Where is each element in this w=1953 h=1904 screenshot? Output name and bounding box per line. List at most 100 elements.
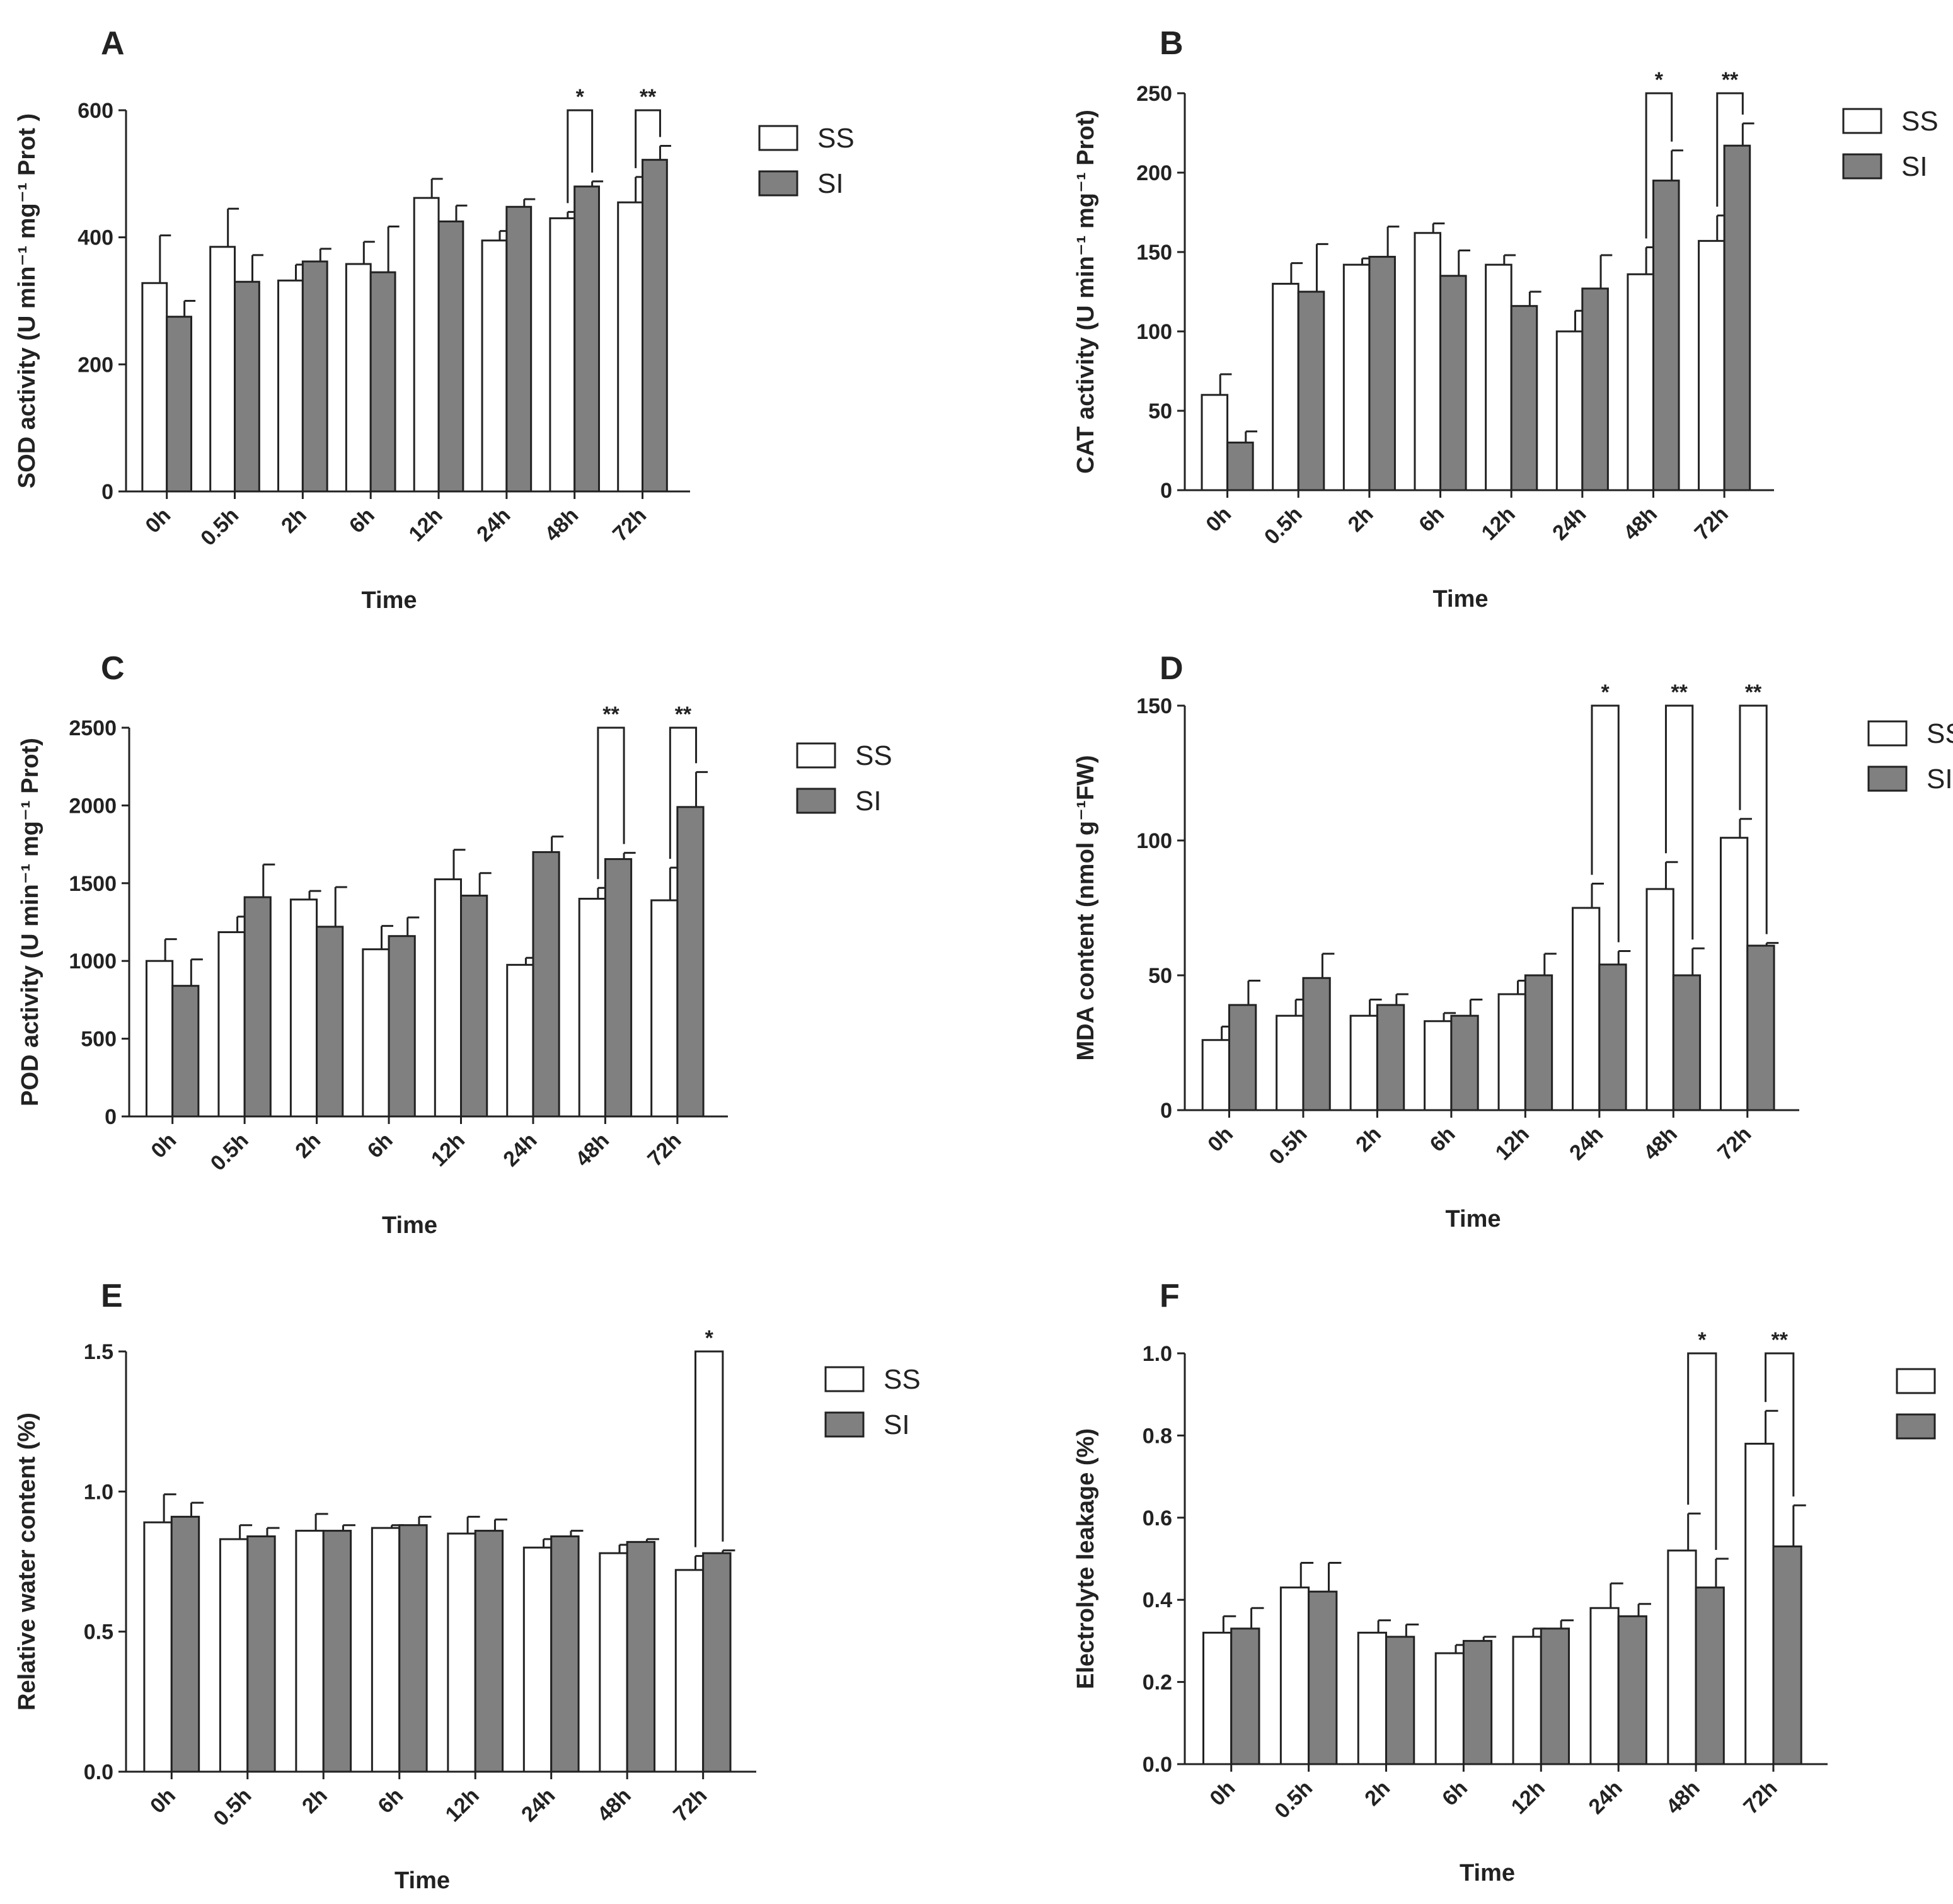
significance-label: ** — [1671, 680, 1688, 704]
bar-si — [1772, 1545, 1802, 1765]
significance-bracket — [597, 726, 625, 880]
bar-ss — [1276, 1014, 1305, 1111]
x-tick-label: 2h — [277, 503, 311, 538]
y-tick-label: 0.2 — [1143, 1671, 1172, 1695]
x-tick-label: 48h — [593, 1784, 636, 1827]
legend-label-ss: SS — [884, 1364, 921, 1395]
x-tick-label: 48h — [1639, 1122, 1682, 1165]
bar-ss — [143, 1521, 173, 1773]
x-axis-title: Time — [1445, 1206, 1501, 1232]
significance-bracket — [1716, 92, 1744, 207]
bar-si — [1540, 1627, 1570, 1765]
legend-swatch-si — [1896, 1413, 1936, 1440]
bar-si — [1723, 144, 1751, 491]
y-tick-label: 0 — [105, 1105, 117, 1129]
x-tick-label: 24h — [1584, 1776, 1627, 1819]
legend-label-ss: SS — [855, 740, 892, 771]
y-tick-label: 0.4 — [1143, 1588, 1172, 1612]
bar-si — [505, 205, 533, 493]
bar-si — [246, 1535, 276, 1773]
bar-ss — [1201, 1039, 1230, 1111]
legend-swatch-ss — [1896, 1368, 1936, 1394]
y-tick-label: 0 — [101, 480, 113, 504]
significance-bracket — [1591, 704, 1620, 943]
y-tick-label: 0.5 — [84, 1620, 113, 1644]
bar-si — [1228, 1004, 1257, 1111]
bar-ss — [277, 279, 304, 493]
bar-ss — [650, 899, 679, 1118]
legend-swatch-ss — [796, 742, 836, 769]
y-tick-label: 1.5 — [84, 1340, 113, 1364]
legend-swatch-si — [824, 1411, 865, 1438]
bar-ss — [447, 1532, 476, 1773]
x-tick-label: 2h — [1344, 502, 1378, 537]
x-tick-label: 12h — [1507, 1776, 1550, 1819]
bar-si — [1462, 1639, 1493, 1765]
x-tick-label: 72h — [1713, 1122, 1756, 1165]
x-tick-label: 6h — [345, 503, 379, 538]
significance-bracket — [1687, 1352, 1717, 1550]
significance-bracket — [669, 726, 698, 859]
y-axis-title: POD activity (U min⁻¹ mg⁻¹ Prot) — [17, 738, 43, 1106]
bar-si — [369, 271, 396, 493]
bar-ss — [481, 239, 508, 493]
bar-si — [1598, 963, 1627, 1111]
x-tick-label: 0.5h — [209, 1784, 256, 1831]
bar-ss — [1744, 1442, 1775, 1765]
x-tick-label: 2h — [1360, 1776, 1395, 1811]
bar-si — [702, 1552, 732, 1773]
bar-si — [166, 316, 193, 493]
x-tick-label: 24h — [472, 503, 515, 546]
legend-label-si: SI — [817, 168, 844, 199]
bar-si — [171, 985, 200, 1118]
x-tick-label: 0h — [1205, 1776, 1240, 1811]
panel-c: C 0 500 1000 1500 2000 2500 0h 0.5h 2h 6h 12h 24h 48h… — [17, 650, 892, 1239]
x-axis-title: Time — [395, 1867, 450, 1894]
y-tick-label: 1000 — [69, 949, 117, 973]
bar-ss — [1279, 1586, 1310, 1765]
bar-ss — [1414, 232, 1442, 491]
bar-ss — [141, 282, 168, 493]
bar-ss — [674, 1569, 705, 1773]
bar-ss — [434, 878, 463, 1118]
bar-ss — [1645, 888, 1674, 1111]
legend-swatch-si — [758, 170, 798, 197]
bar-si — [170, 1515, 200, 1773]
x-tick-label: 0.5h — [206, 1128, 253, 1176]
y-axis-title: Relative water content (%) — [14, 1413, 40, 1711]
panel-letter: B — [1160, 25, 1184, 62]
bar-si — [1510, 305, 1538, 491]
legend-label-si: SI — [1901, 151, 1928, 182]
y-axis-title: MDA content (nmol g⁻¹FW) — [1073, 755, 1099, 1060]
y-tick-label: 100 — [1136, 320, 1172, 344]
x-axis-title: Time — [1432, 586, 1488, 612]
legend-label-si: SI — [884, 1409, 910, 1440]
significance-label: ** — [602, 703, 619, 726]
significance-label: ** — [1771, 1328, 1788, 1352]
bar-si — [1226, 441, 1254, 491]
significance-label: * — [576, 85, 585, 109]
bar-si — [1746, 944, 1775, 1111]
x-tick-label: 0h — [141, 503, 175, 538]
x-tick-label: 24h — [1548, 502, 1591, 545]
bar-si — [398, 1524, 428, 1773]
bar-ss — [1719, 837, 1749, 1111]
bar-si — [437, 220, 464, 493]
bar-si — [1695, 1586, 1725, 1765]
x-tick-label: 0.5h — [1260, 502, 1307, 549]
bar-si — [626, 1540, 656, 1773]
bar-ss — [1357, 1631, 1388, 1765]
bar-si — [1617, 1615, 1647, 1765]
x-tick-label: 0h — [1203, 1122, 1238, 1157]
bar-si — [301, 260, 328, 493]
bar-si — [1450, 1014, 1479, 1111]
bar-si — [642, 159, 668, 493]
significance-bracket — [635, 109, 661, 168]
x-tick-label: 6h — [373, 1784, 408, 1818]
x-tick-label: 48h — [540, 503, 583, 546]
significance-label: * — [1655, 68, 1664, 92]
x-tick-label: 24h — [498, 1128, 541, 1171]
x-tick-label: 6h — [1414, 502, 1449, 537]
y-axis-title: CAT activity (U min⁻¹ mg⁻¹ Prot) — [1073, 110, 1099, 474]
